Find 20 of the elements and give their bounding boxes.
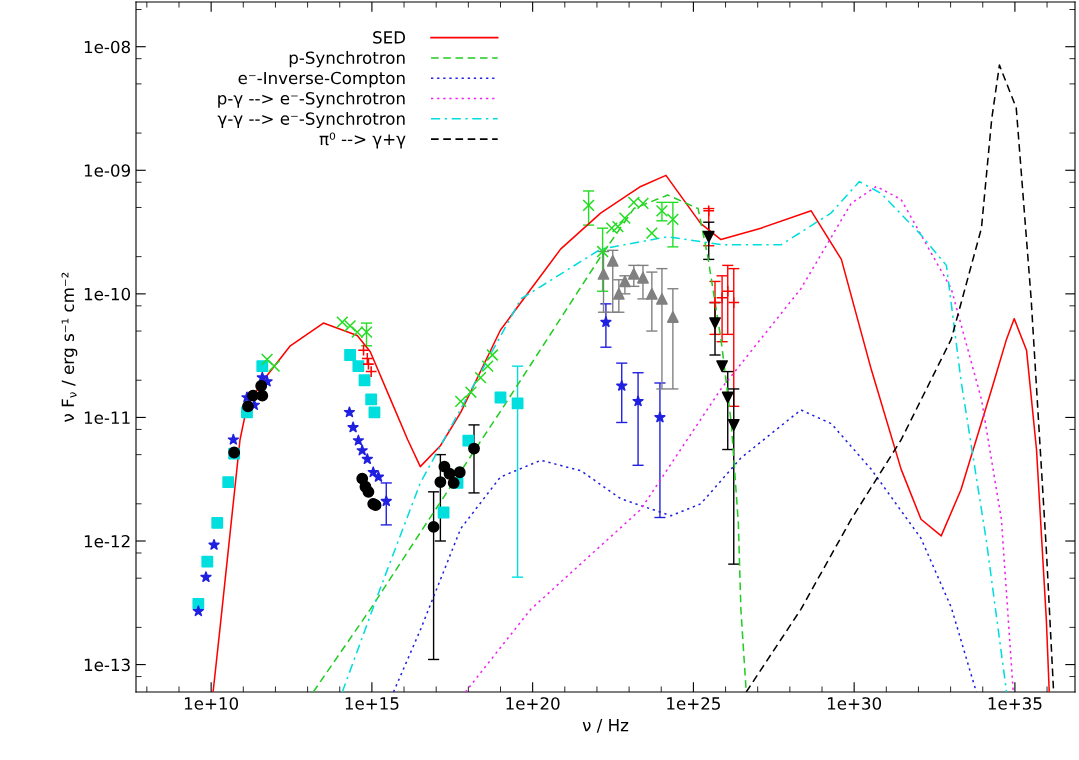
x-tick-label: 1e+10: [184, 697, 239, 710]
x-tick-label: 1e+25: [667, 697, 720, 710]
y-tick-label: 1e-10: [84, 287, 131, 301]
x-tick-label: 1e+15: [345, 697, 399, 710]
y-tick-label: 1e-12: [84, 534, 130, 548]
y-tick-label: 1e-11: [84, 411, 130, 424]
x-tick-label: 1e+35: [988, 697, 1042, 710]
legend-label: SED: [373, 31, 406, 44]
x-tick-label: 1e+20: [506, 697, 560, 710]
y-tick-label: 1e-08: [84, 40, 130, 54]
x-axis-title: ν / Hz: [582, 719, 629, 733]
legend-label: π⁰ --> γ+γ: [319, 132, 406, 149]
legend-label: p-γ --> e⁻-Synchrotron: [218, 91, 405, 108]
legend-label: γ-γ --> e⁻-Synchrotron: [217, 111, 405, 129]
legend-label: e⁻-Inverse-Compton: [238, 71, 405, 88]
y-axis-title: ν F$_{ν}$ / erg s⁻¹ cm⁻²: [61, 272, 78, 422]
y-tick-label: 1e-09: [84, 164, 130, 177]
legend-label: p-Synchrotron: [289, 51, 405, 68]
x-tick-label: 1e+30: [827, 697, 882, 710]
y-tick-label: 1e-13: [84, 658, 130, 672]
